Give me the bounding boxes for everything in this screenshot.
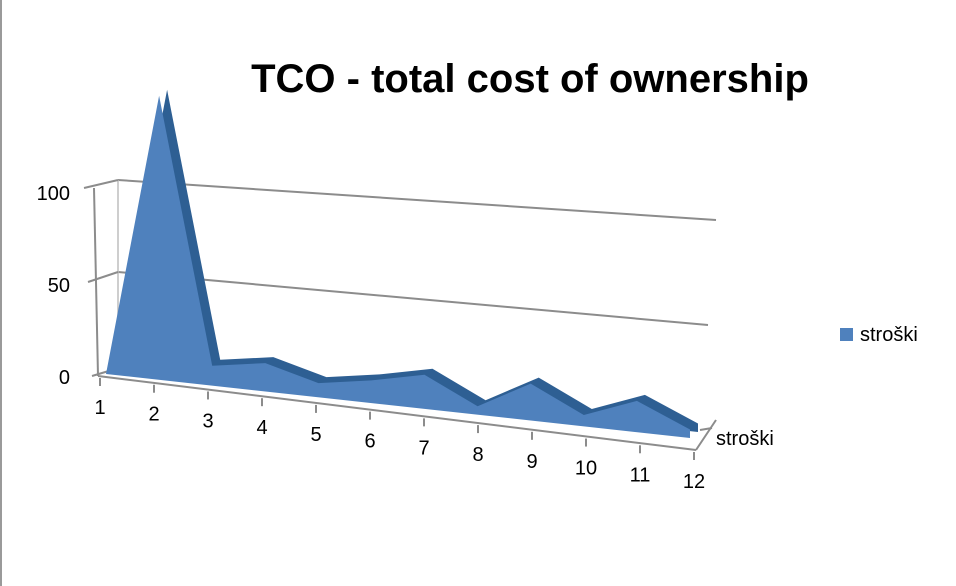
x-tick-label: 4 <box>256 417 267 439</box>
y-tick-100 <box>83 179 119 189</box>
x-ticks <box>99 378 695 460</box>
frame-border <box>0 0 2 586</box>
area-series-stroski <box>106 95 690 439</box>
x-axis-line <box>97 375 697 451</box>
x-tick-label: 2 <box>148 404 159 426</box>
y-tick-50 <box>87 271 119 283</box>
x-tick-label: 9 <box>526 451 537 473</box>
y-tick-label: 100 <box>37 183 70 205</box>
chart-title: TCO - total cost of ownership <box>251 57 809 101</box>
x-tick-label: 1 <box>94 397 105 419</box>
depth-axis-tick <box>699 427 713 431</box>
x-tick-label: 7 <box>418 437 429 459</box>
x-tick-label: 8 <box>472 444 483 466</box>
x-tick-label: 10 <box>575 458 597 480</box>
legend-label: stroški <box>860 324 918 346</box>
depth-axis-label: stroški <box>716 428 774 450</box>
area-series-depth <box>114 89 698 433</box>
x-tick-label: 12 <box>683 471 705 493</box>
x-tick-label: 11 <box>630 464 651 486</box>
gridline-mid <box>117 271 709 326</box>
legend-swatch <box>840 328 853 341</box>
gridline-top <box>117 179 717 221</box>
y-tick-label: 50 <box>48 275 70 297</box>
x-tick-label: 3 <box>202 410 213 432</box>
x-tick-labels: 1 2 3 4 5 6 7 8 9 10 11 12 <box>94 397 705 493</box>
x-tick-label: 6 <box>364 431 375 453</box>
x-tick-label: 5 <box>310 424 321 446</box>
y-axis-line <box>93 187 99 377</box>
depth-axis-line <box>695 419 717 451</box>
y-tick-label: 0 <box>59 367 70 389</box>
